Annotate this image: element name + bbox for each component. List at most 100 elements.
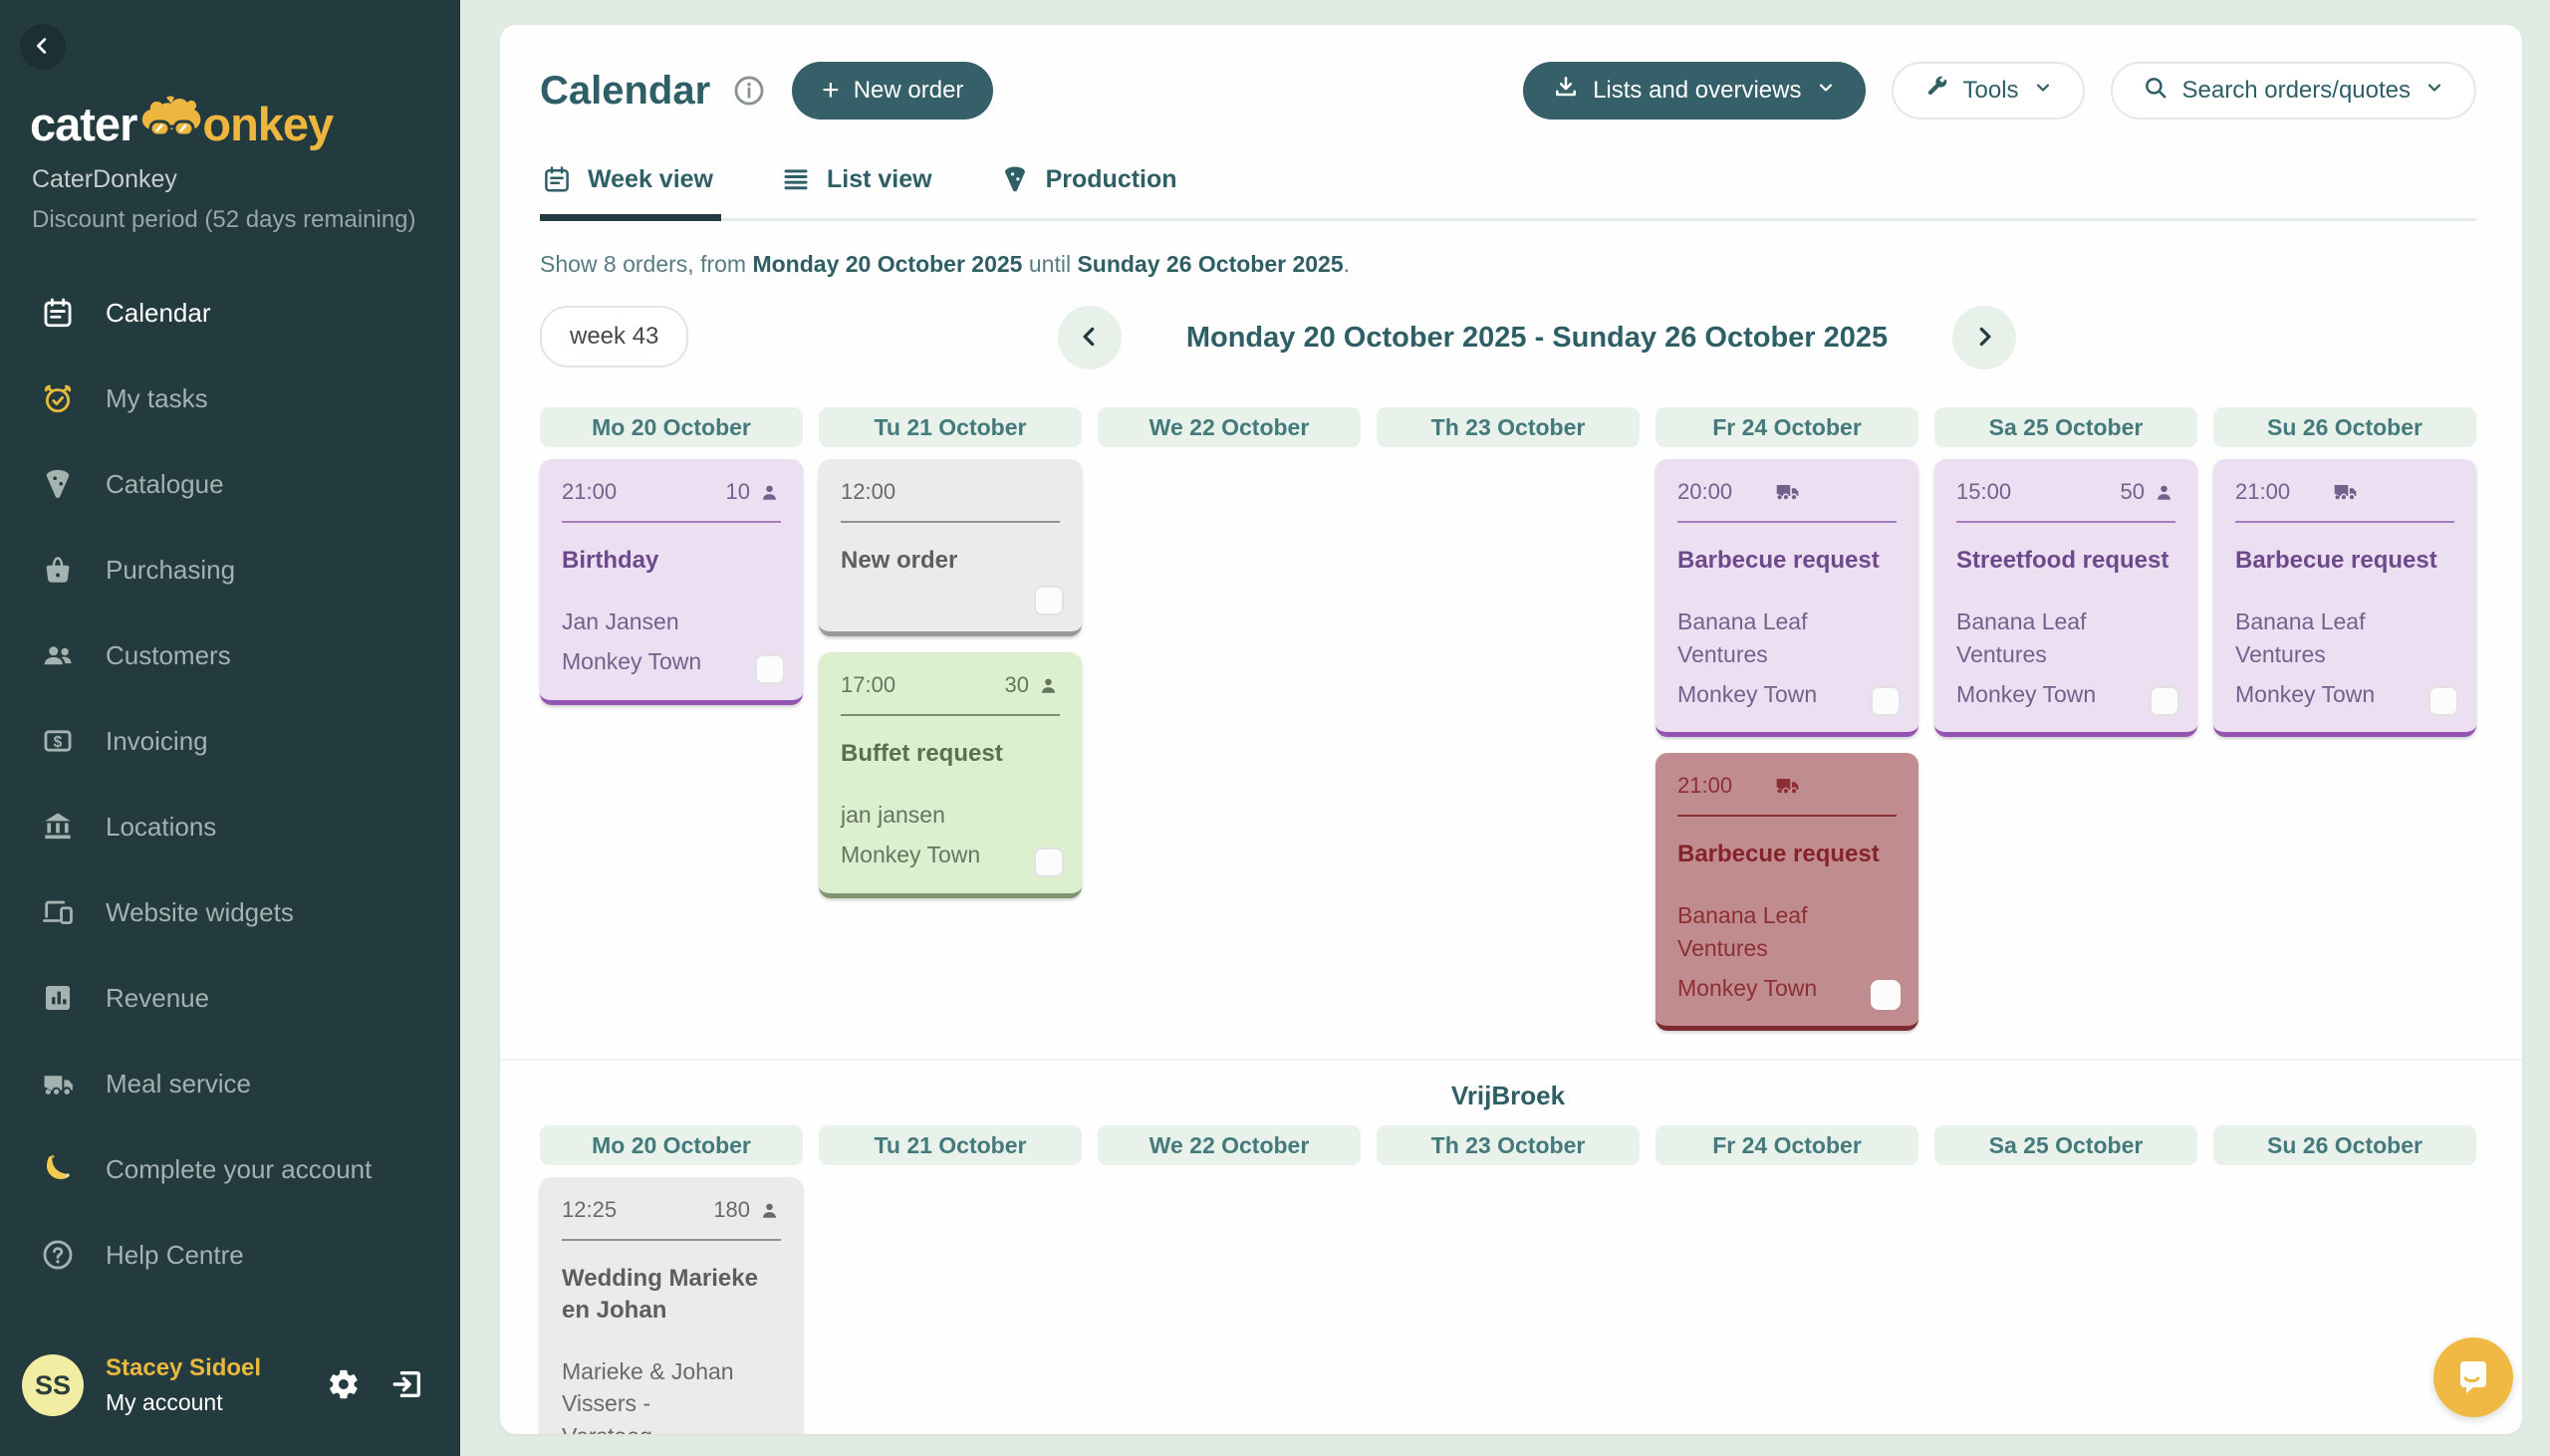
sidebar-item-my-tasks[interactable]: My tasks	[0, 356, 460, 441]
card-divider	[841, 714, 1060, 716]
info-icon[interactable]	[732, 74, 766, 108]
sidebar-item-locations[interactable]: Locations	[0, 784, 460, 869]
sidebar-footer: SS Stacey Sidoel My account	[0, 1354, 460, 1456]
chat-button[interactable]	[2433, 1337, 2513, 1417]
order-checkbox[interactable]	[2150, 686, 2179, 717]
chevron-left-icon	[1077, 324, 1103, 353]
order-card-barbecue-request[interactable]: 21:00 Barbecue request Banana Leaf Venture…	[2213, 459, 2476, 738]
day-column: 15:00 50 Streetfood request Banana Leaf Ven…	[1934, 459, 2197, 957]
chevron-right-icon	[1971, 324, 1997, 353]
day-header-fr-24-october: Fr 24 October	[1656, 1125, 1918, 1166]
sidebar-item-label: Help Centre	[106, 1239, 244, 1270]
sidebar-item-invoicing[interactable]: $ Invoicing	[0, 698, 460, 784]
next-week-button[interactable]	[1951, 306, 2016, 369]
sidebar-item-meal-service[interactable]: Meal service	[0, 1041, 460, 1126]
help-icon	[38, 1238, 78, 1272]
order-card-barbecue-request[interactable]: 21:00 Barbecue request Banana Leaf Venture…	[1656, 753, 1918, 1032]
order-time: 21:00	[1677, 773, 1733, 799]
day-column: 12:25 180 Wedding Marieke en Johan Marieke …	[540, 1177, 803, 1434]
sidebar-item-purchasing[interactable]: Purchasing	[0, 527, 460, 612]
order-checkbox[interactable]	[1034, 586, 1064, 615]
sidebar-collapse-button[interactable]	[20, 24, 66, 70]
customers-icon	[38, 638, 78, 672]
sidebar-item-revenue[interactable]: Revenue	[0, 955, 460, 1041]
order-card-wedding-marieke-en-johan[interactable]: 12:25 180 Wedding Marieke en Johan Marieke …	[540, 1177, 803, 1434]
order-checkbox[interactable]	[1871, 980, 1901, 1011]
previous-week-button[interactable]	[1058, 306, 1122, 369]
sidebar-item-label: Meal service	[106, 1068, 251, 1098]
day-column	[819, 1177, 1082, 1434]
order-title: Barbecue request	[1677, 841, 1880, 868]
order-title: Birthday	[562, 547, 659, 574]
sidebar-item-customers[interactable]: Customers	[0, 612, 460, 698]
settings-button[interactable]	[327, 1367, 361, 1404]
order-card-buffet-request[interactable]: 17:00 30 Buffet request jan jansen Monkey To…	[819, 652, 1082, 898]
tab-list-view[interactable]: List view	[779, 154, 940, 218]
order-time: 21:00	[2235, 479, 2291, 504]
order-checkbox[interactable]	[755, 653, 785, 684]
logout-button[interactable]	[390, 1367, 424, 1404]
delivery-truck-icon	[1774, 773, 1800, 799]
org-name: CaterDonkey	[32, 165, 177, 193]
order-checkbox[interactable]	[1871, 686, 1901, 717]
plus-icon: +	[822, 74, 840, 107]
order-title: Buffet request	[841, 740, 1003, 767]
sidebar-item-label: My tasks	[106, 382, 208, 413]
guest-count: 30	[1005, 672, 1060, 698]
person-icon	[2153, 481, 2175, 504]
calendar-panel: Calendar + New order Lists and overviews…	[500, 25, 2522, 1434]
calendar-icon	[542, 164, 572, 194]
day-header-sa-25-october: Sa 25 October	[1934, 1125, 2197, 1166]
day-column	[1377, 459, 1640, 957]
guest-count: 180	[713, 1197, 781, 1223]
sidebar-item-catalogue[interactable]: Catalogue	[0, 441, 460, 527]
day-column	[1934, 1177, 2197, 1434]
sidebar: cater onkey CaterDonkey Discount period …	[0, 0, 460, 1456]
sidebar-item-website-widgets[interactable]: Website widgets	[0, 869, 460, 955]
tab-week-view[interactable]: Week view	[540, 154, 722, 221]
week-navigation: week 43 Monday 20 October 2025 - Sunday …	[540, 304, 2476, 371]
main-content: Calendar + New order Lists and overviews…	[460, 0, 2550, 1456]
order-checkbox[interactable]	[1034, 847, 1064, 877]
order-title: Wedding Marieke en Johan	[562, 1265, 758, 1324]
day-column: 20:00 Barbecue request Banana Leaf Venture…	[1656, 459, 1918, 1032]
new-order-button[interactable]: + New order	[792, 62, 994, 120]
tab-label: List view	[827, 164, 932, 193]
user-info[interactable]: Stacey Sidoel My account	[106, 1354, 261, 1416]
tab-production[interactable]: Production	[998, 154, 1185, 218]
person-icon	[758, 481, 781, 504]
sidebar-item-label: Revenue	[106, 982, 210, 1013]
day-header-sa-25-october: Sa 25 October	[1934, 407, 2197, 447]
order-title: Barbecue request	[2235, 547, 2437, 574]
search-orders-button[interactable]: Search orders/quotes	[2110, 62, 2476, 120]
day-header-we-22-october: We 22 October	[1098, 1125, 1361, 1166]
order-time: 20:00	[1677, 479, 1733, 504]
order-checkbox[interactable]	[2428, 686, 2458, 717]
order-detail-line: Banana Leaf Ventures	[1677, 608, 1808, 667]
order-time: 15:00	[1956, 479, 2012, 504]
day-header-mo-20-october: Mo 20 October	[540, 407, 803, 447]
sidebar-item-calendar[interactable]: Calendar	[0, 270, 460, 356]
order-detail-line: Monkey Town	[1677, 680, 1818, 707]
card-divider	[2235, 521, 2454, 523]
sidebar-item-complete-your-account[interactable]: Complete your account	[0, 1126, 460, 1212]
order-title: Barbecue request	[1677, 547, 1880, 574]
sidebar-item-help-centre[interactable]: Help Centre	[0, 1212, 460, 1298]
download-icon	[1553, 75, 1579, 108]
gear-icon	[327, 1367, 361, 1404]
order-card-new-order[interactable]: 12:00 New order	[819, 459, 1082, 636]
lists-overviews-button[interactable]: Lists and overviews	[1523, 62, 1866, 120]
day-column	[1098, 459, 1361, 957]
person-icon	[758, 1199, 781, 1222]
order-card-barbecue-request[interactable]: 20:00 Barbecue request Banana Leaf Venture…	[1656, 459, 1918, 738]
card-divider	[1677, 815, 1897, 818]
order-detail-line: Banana Leaf Ventures	[1956, 608, 2087, 667]
order-card-birthday[interactable]: 21:00 10 Birthday Jan Jansen Monkey Town	[540, 459, 803, 705]
avatar[interactable]: SS	[22, 1354, 84, 1416]
tools-button[interactable]: Tools	[1891, 62, 2085, 120]
card-divider	[1956, 521, 2175, 523]
order-card-streetfood-request[interactable]: 15:00 50 Streetfood request Banana Leaf Ven…	[1934, 459, 2197, 738]
day-column: 21:00 10 Birthday Jan Jansen Monkey Town	[540, 459, 803, 957]
delivery-truck-icon	[1774, 479, 1800, 505]
day-header-row: Mo 20 October Tu 21 October We 22 October T…	[540, 407, 2476, 447]
